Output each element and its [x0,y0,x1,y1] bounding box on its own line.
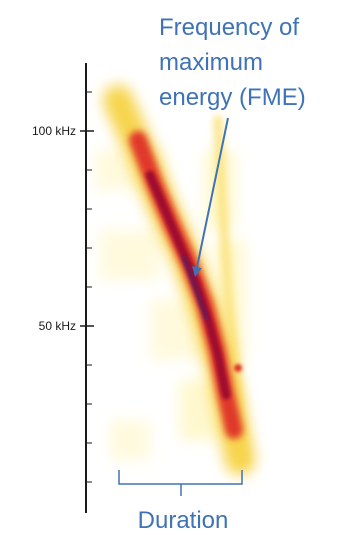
fme-label-line-3: energy (FME) [159,84,306,111]
fme-annotation: Frequency of maximum energy (FME) [159,14,306,277]
fme-label-line-1: Frequency of [159,14,299,41]
duration-annotation: Duration [118,470,243,534]
spectrogram-call-core [145,170,231,400]
fme-arrow [192,117,229,277]
duration-label: Duration [138,507,229,534]
frequency-axis: 100 kHz 50 kHz [32,63,94,513]
tick-label-50khz: 50 kHz [39,319,76,333]
tick-label-100khz: 100 kHz [32,124,76,138]
spectrogram-spot [234,364,242,372]
axis-minor-ticks [86,91,92,483]
duration-bracket [118,470,243,496]
fme-label-line-2: maximum [159,49,263,76]
